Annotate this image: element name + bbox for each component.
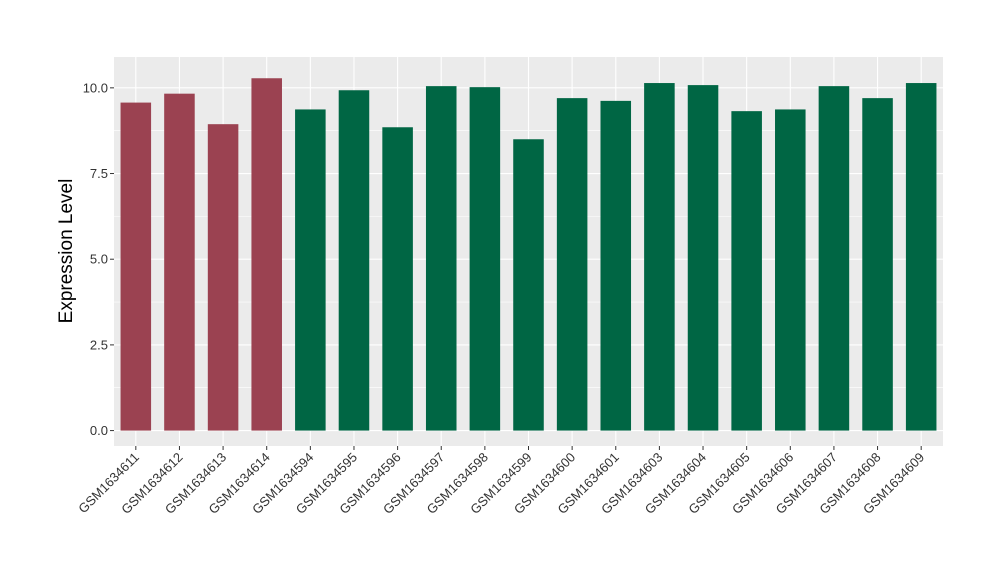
bar <box>731 111 762 431</box>
y-tick-label: 10.0 <box>83 80 108 95</box>
bar <box>556 98 588 431</box>
bar <box>687 85 719 431</box>
bar <box>207 124 239 431</box>
bar <box>600 100 632 431</box>
bars <box>120 78 937 431</box>
bar <box>862 98 893 431</box>
bar <box>818 86 850 431</box>
y-axis: 0.0 2.5 5.0 7.5 10.0 <box>83 80 114 438</box>
bar <box>164 93 195 431</box>
bar <box>644 83 675 431</box>
y-tick-label: 2.5 <box>90 337 108 352</box>
bar <box>338 90 370 431</box>
x-axis: GSM1634611GSM1634612GSM1634613GSM1634614… <box>75 446 927 517</box>
bar <box>382 127 413 431</box>
bar <box>251 78 282 431</box>
bar <box>469 87 501 431</box>
bar <box>425 86 457 431</box>
bar <box>513 139 544 431</box>
bar <box>905 83 937 431</box>
y-tick-label: 7.5 <box>90 166 108 181</box>
y-axis-title: Expression Level <box>56 179 77 324</box>
y-tick-label: 0.0 <box>90 423 108 438</box>
bar <box>120 102 152 431</box>
bar <box>295 109 326 431</box>
y-tick-label: 5.0 <box>90 252 108 267</box>
bar <box>775 109 806 431</box>
